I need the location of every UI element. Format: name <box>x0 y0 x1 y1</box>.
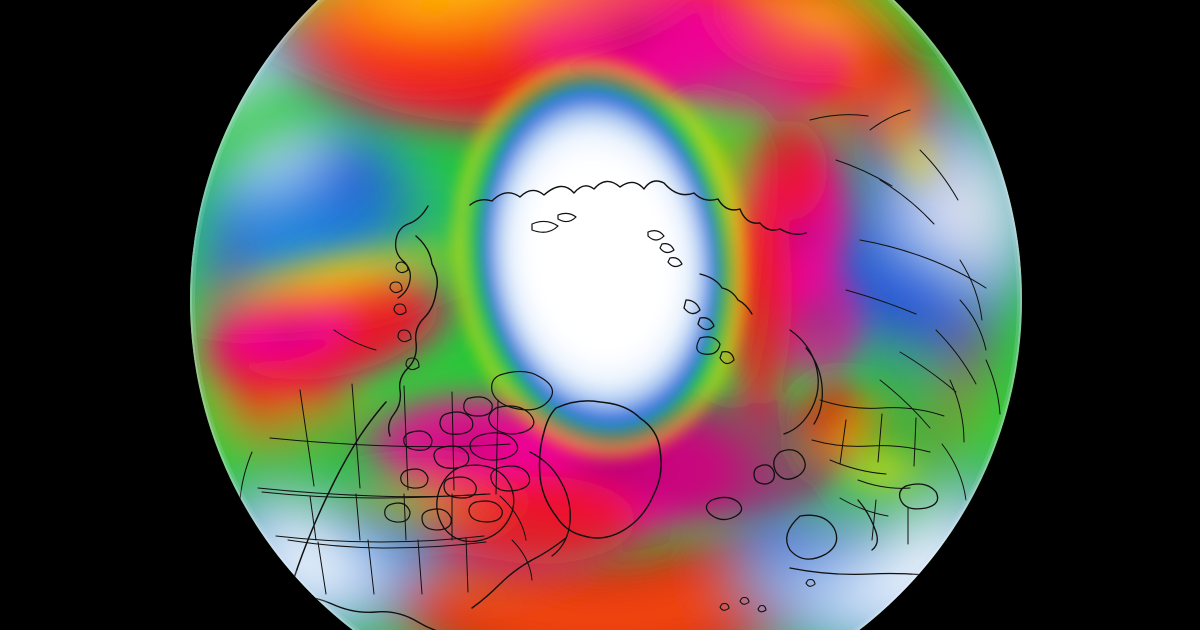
coastline-greenland <box>538 400 662 539</box>
vortex-edge-ring <box>452 57 748 459</box>
coastline-alaska <box>387 235 439 437</box>
coastline-north-america-east <box>471 537 567 609</box>
border-lines-eurasia <box>809 109 1001 545</box>
border-lines-north-america <box>239 329 533 595</box>
arctic-island-dots <box>719 578 816 613</box>
coastline-canadian-arctic <box>384 370 553 531</box>
coastline-labrador <box>529 451 571 557</box>
coastline-aleutians <box>389 261 420 371</box>
coastline-siberia-islands <box>531 212 683 268</box>
coastline-svalbard <box>696 336 735 365</box>
coastline-iceland <box>705 496 743 521</box>
geography-overlay <box>239 109 1001 630</box>
border-lines-central-asia <box>879 329 977 429</box>
coastline-bering <box>394 205 429 299</box>
globe-disk <box>190 0 1022 630</box>
coastline-hudson-bay <box>436 464 515 543</box>
polar-vortex-core <box>471 76 729 440</box>
coastline-novaya-zemlya <box>683 273 753 331</box>
value-field-warm <box>190 0 946 580</box>
coastline-siberia <box>469 180 807 236</box>
coastline-gulf-of-mexico <box>285 596 457 630</box>
